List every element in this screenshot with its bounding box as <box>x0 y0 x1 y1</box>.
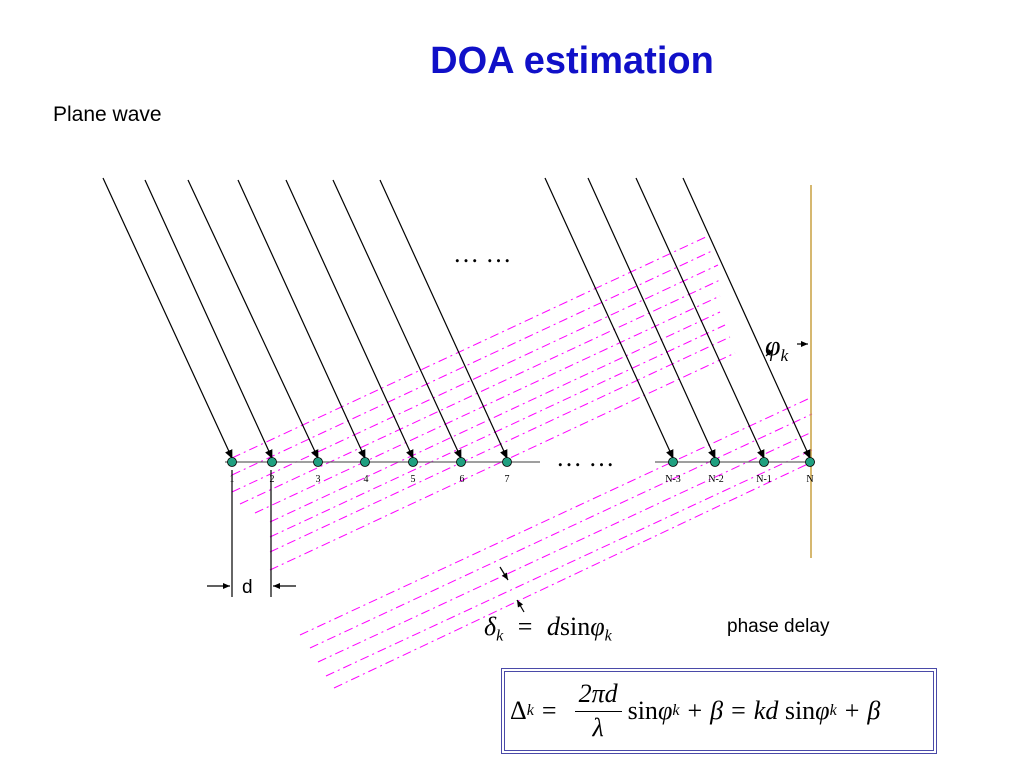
wavefront-line <box>269 311 721 523</box>
ray-arrow <box>682 177 811 459</box>
ray-arrow <box>237 179 366 459</box>
sensor-label: 2 <box>270 474 275 485</box>
sensor-node <box>360 457 370 467</box>
sensor-node <box>456 457 466 467</box>
sensor-node <box>227 457 237 467</box>
delay-arrows <box>499 566 525 613</box>
sensor-node <box>710 457 720 467</box>
sensor-label: 4 <box>364 474 369 485</box>
wavefront-line <box>309 413 813 649</box>
wavefront-line <box>231 235 709 459</box>
sensor-label: N <box>806 474 813 485</box>
sensor-label: N-3 <box>665 474 681 485</box>
ray-arrow <box>379 179 508 459</box>
ray-arrow <box>544 177 674 459</box>
page-title: DOA estimation <box>430 40 714 82</box>
ray-arrow <box>285 179 414 459</box>
sensor-node <box>668 457 678 467</box>
ellipsis-array: … … <box>556 443 615 472</box>
sensor-label: 5 <box>411 474 416 485</box>
ray-arrow <box>102 177 233 459</box>
sensor-label: N-2 <box>708 474 724 485</box>
ray-arrow <box>332 179 462 459</box>
wavefront-line <box>299 397 811 636</box>
wavefront-line <box>231 264 719 493</box>
sensor-node <box>502 457 512 467</box>
ellipsis-top: … … <box>453 239 512 268</box>
subtitle: Plane wave <box>53 103 162 126</box>
sensor-label: N-1 <box>756 474 772 485</box>
wavefront-line <box>239 279 721 505</box>
incident-rays <box>102 177 811 459</box>
sensor-node <box>313 457 323 467</box>
wavefront-line <box>325 449 813 677</box>
ray-arrow <box>187 179 319 459</box>
sensor-label: 3 <box>316 474 321 485</box>
wavefront-line <box>269 336 731 553</box>
sensor-array <box>227 457 815 467</box>
spacing-dimension <box>207 470 296 597</box>
sensor-label: 6 <box>460 474 465 485</box>
wavefront-line <box>333 461 813 689</box>
sensor-node <box>805 457 815 467</box>
fraction: 2πd λ <box>574 679 622 743</box>
spacing-label: d <box>242 577 253 598</box>
angle-label: φk <box>765 331 789 366</box>
sensor-node <box>267 457 277 467</box>
wavefront-line <box>231 249 715 476</box>
sensor-node <box>759 457 769 467</box>
ray-arrow <box>635 177 765 459</box>
wavefront-line <box>269 324 726 538</box>
delay-formula: δk = dsinφk <box>484 612 612 645</box>
ray-arrow <box>587 177 716 459</box>
wavefront-line <box>254 295 721 514</box>
sensor-labels: 1 2 3 4 5 6 7 N-3 N-2 N-1 N <box>230 474 814 485</box>
phase-delay-label: phase delay <box>727 616 830 637</box>
sensor-label: 7 <box>505 474 510 485</box>
wavefront-line <box>317 431 813 663</box>
ray-arrow <box>144 179 273 459</box>
sensor-node <box>408 457 418 467</box>
angle-arrows <box>765 341 808 357</box>
